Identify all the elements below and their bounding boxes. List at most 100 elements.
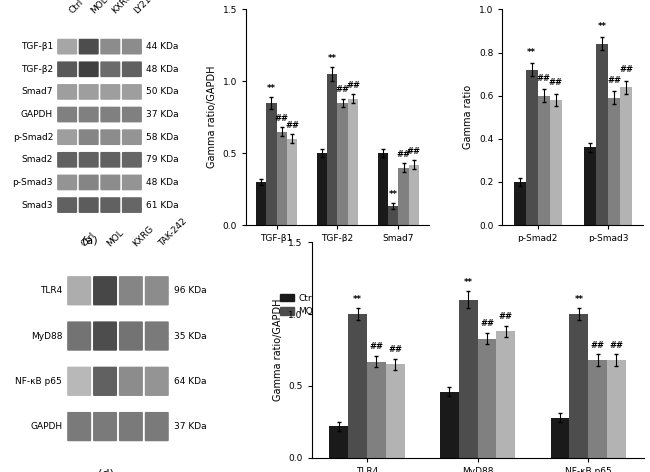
Text: ##: ## [610,341,623,350]
Text: **: ** [575,295,583,304]
Text: **: ** [463,278,473,287]
FancyBboxPatch shape [93,412,117,441]
Text: TGF-β1: TGF-β1 [21,42,53,51]
FancyBboxPatch shape [67,412,91,441]
FancyBboxPatch shape [57,61,77,77]
FancyBboxPatch shape [100,197,120,213]
Bar [538,96,550,225]
FancyBboxPatch shape [57,84,77,100]
FancyBboxPatch shape [122,84,142,100]
FancyBboxPatch shape [122,107,142,122]
FancyBboxPatch shape [145,321,169,351]
Text: ##: ## [396,150,411,159]
Bar [330,426,348,458]
Text: 48 KDa: 48 KDa [146,178,179,187]
Bar [526,70,538,225]
FancyBboxPatch shape [79,84,99,100]
Text: Ctrl: Ctrl [79,231,97,249]
FancyBboxPatch shape [100,39,120,54]
Bar [367,362,386,458]
Text: **: ** [267,84,276,93]
Bar [388,206,398,225]
Text: **: ** [598,22,606,31]
FancyBboxPatch shape [122,175,142,190]
Bar [497,331,515,458]
FancyBboxPatch shape [122,61,142,77]
Text: 37 KDa: 37 KDa [146,110,179,119]
Text: ##: ## [549,78,563,87]
Text: **: ** [389,190,398,199]
Text: (c): (c) [566,329,580,338]
FancyBboxPatch shape [79,152,99,168]
Text: MOL: MOL [105,228,125,249]
Text: 61 KDa: 61 KDa [146,201,179,210]
FancyBboxPatch shape [93,367,117,396]
Y-axis label: Gamma ratio/GAPDH: Gamma ratio/GAPDH [207,66,217,169]
Text: p-Smad2: p-Smad2 [12,133,53,142]
FancyBboxPatch shape [79,61,99,77]
Bar [569,314,588,458]
Text: ##: ## [369,343,384,352]
FancyBboxPatch shape [100,107,120,122]
Text: ##: ## [480,320,494,329]
Bar [348,314,367,458]
Bar [256,182,266,225]
FancyBboxPatch shape [93,321,117,351]
Text: **: ** [527,48,536,57]
Text: 58 KDa: 58 KDa [146,133,179,142]
Bar [440,392,459,458]
Text: 37 KDa: 37 KDa [174,422,206,431]
Text: KXRG: KXRG [131,225,155,249]
FancyBboxPatch shape [79,175,99,190]
FancyBboxPatch shape [100,84,120,100]
Bar [551,418,569,458]
Text: (d): (d) [98,469,114,472]
FancyBboxPatch shape [119,321,143,351]
FancyBboxPatch shape [122,39,142,54]
FancyBboxPatch shape [57,152,77,168]
Bar [584,147,596,225]
Text: TLR4: TLR4 [40,286,62,295]
Bar [608,98,620,225]
Text: ##: ## [607,76,621,85]
FancyBboxPatch shape [57,175,77,190]
FancyBboxPatch shape [67,321,91,351]
Text: (b): (b) [330,311,345,321]
FancyBboxPatch shape [57,39,77,54]
FancyBboxPatch shape [145,276,169,305]
Text: ##: ## [346,81,360,90]
Bar [398,168,409,225]
Text: TAK-242: TAK-242 [157,217,188,249]
FancyBboxPatch shape [79,107,99,122]
Text: Smad7: Smad7 [21,87,53,96]
FancyBboxPatch shape [100,61,120,77]
Text: ##: ## [499,312,513,321]
Text: NF-κB p65: NF-κB p65 [16,377,62,386]
Bar [607,360,626,458]
Text: ##: ## [407,147,421,156]
Y-axis label: Gamma ratio: Gamma ratio [463,85,473,149]
Text: p-Smad3: p-Smad3 [12,178,53,187]
FancyBboxPatch shape [145,412,169,441]
Bar [550,100,562,225]
Text: 44 KDa: 44 KDa [146,42,178,51]
Text: 35 KDa: 35 KDa [174,331,206,340]
FancyBboxPatch shape [100,152,120,168]
Bar [327,74,337,225]
Text: Smad2: Smad2 [21,155,53,164]
Text: MOL: MOL [88,0,109,16]
Text: **: ** [353,295,362,304]
Bar [287,139,297,225]
FancyBboxPatch shape [122,197,142,213]
FancyBboxPatch shape [119,276,143,305]
Text: KXRG: KXRG [111,0,135,16]
Bar [514,182,526,225]
Bar [620,87,632,225]
Bar [276,132,287,225]
FancyBboxPatch shape [122,152,142,168]
FancyBboxPatch shape [122,129,142,145]
Text: TGF-β2: TGF-β2 [21,65,53,74]
Bar [409,165,419,225]
Text: 79 KDa: 79 KDa [146,155,179,164]
Text: Smad3: Smad3 [21,201,53,210]
